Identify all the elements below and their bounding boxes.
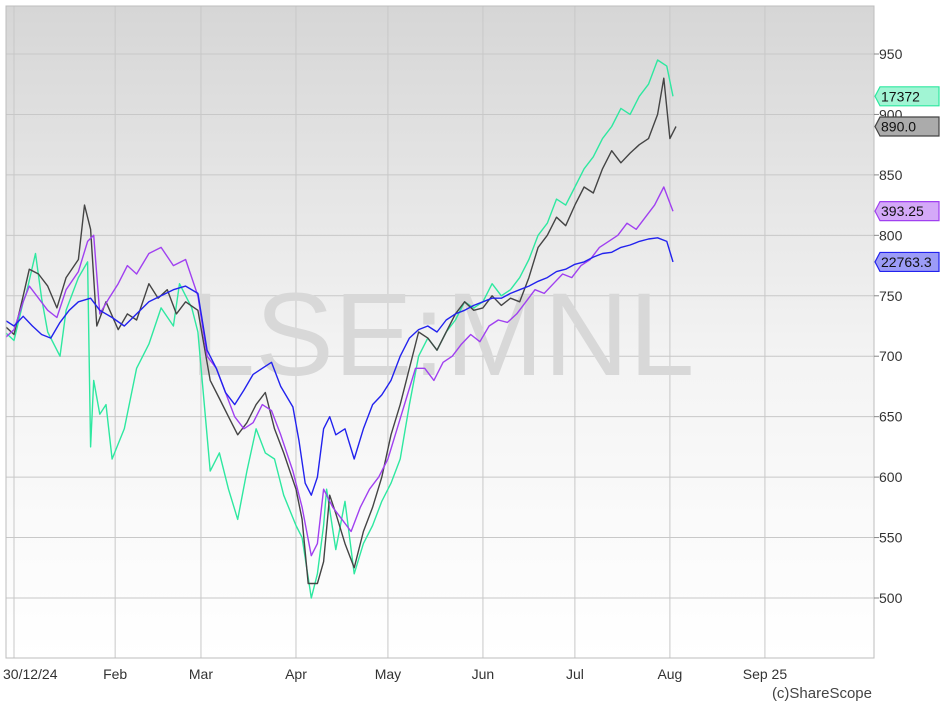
x-tick-label: 30/12/24 <box>3 666 58 682</box>
value-tag-label: 22763.3 <box>881 254 932 270</box>
y-tick-label: 600 <box>879 469 903 485</box>
y-tick-label: 550 <box>879 530 903 546</box>
value-tag-0: 17372 <box>874 86 940 107</box>
series-line-2 <box>6 186 674 557</box>
x-tick-label: Jul <box>566 666 584 682</box>
series-line-3 <box>6 237 674 496</box>
x-tick-label: May <box>375 666 401 682</box>
x-tick-label: Jun <box>472 666 495 682</box>
series-line-1 <box>6 77 677 585</box>
y-tick-label: 500 <box>879 590 903 606</box>
series-line-0 <box>6 59 674 599</box>
y-tick-label: 750 <box>879 288 903 304</box>
x-tick-label: Feb <box>103 666 127 682</box>
x-tick-label: Aug <box>657 666 682 682</box>
value-tag-label: 17372 <box>881 88 920 104</box>
y-tick-label: 700 <box>879 348 903 364</box>
plot-frame <box>5 5 875 659</box>
value-tag-1: 890.0 <box>874 116 940 137</box>
value-tag-2: 393.25 <box>874 201 940 222</box>
y-tick-label: 650 <box>879 409 903 425</box>
series-lines <box>6 59 677 599</box>
x-tick-label: Apr <box>285 666 307 682</box>
y-tick-label: 950 <box>879 46 903 62</box>
chart-credit: (c)ShareScope <box>772 685 872 702</box>
last-value-tags: 17372 890.0 393.25 22763.3 <box>874 86 940 273</box>
value-tag-3: 22763.3 <box>874 251 940 273</box>
value-tag-label: 393.25 <box>881 203 924 219</box>
chart-watermark: LSE:MNL <box>190 269 695 401</box>
value-tag-label: 890.0 <box>881 119 916 135</box>
x-tick-label: Mar <box>189 666 213 682</box>
y-tick-label: 850 <box>879 167 903 183</box>
y-tick-label: 800 <box>879 227 903 243</box>
x-tick-label: Sep 25 <box>743 666 788 682</box>
x-axis: 30/12/24 Feb Mar Apr May Jun Jul Aug Sep 25 <box>3 666 787 682</box>
